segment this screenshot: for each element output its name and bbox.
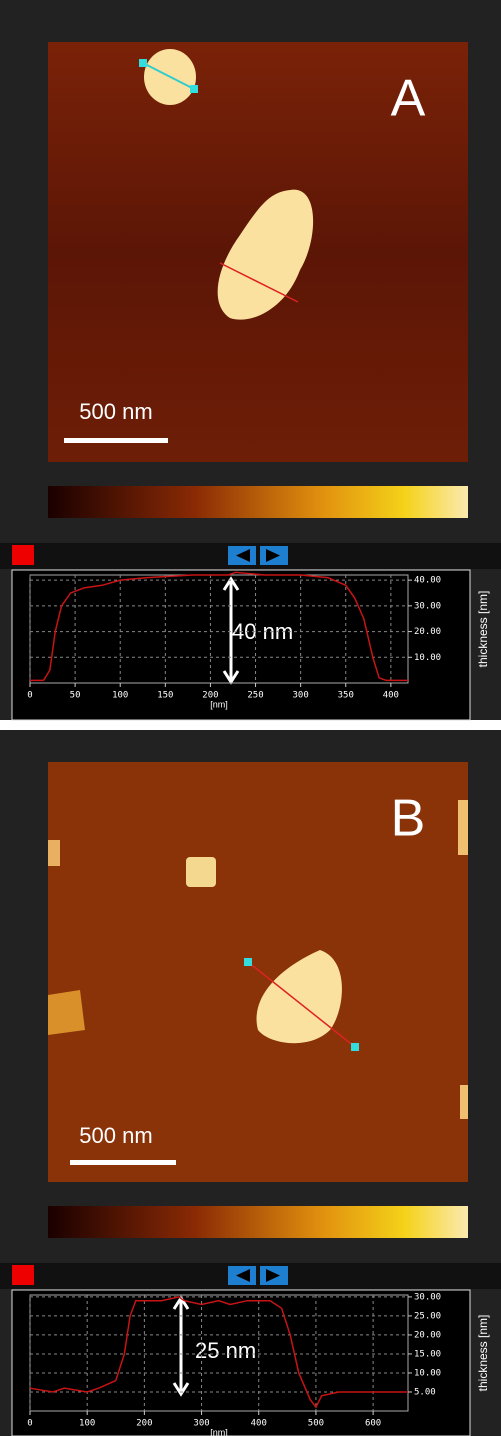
x-tick-label: 200: [136, 1419, 152, 1429]
y-axis-label: thickness [nm]: [476, 591, 490, 668]
y-tick-label: 15.00: [414, 1349, 441, 1359]
x-tick-label: 600: [365, 1419, 381, 1429]
scale-bar: [64, 438, 168, 443]
y-tick-label: 20.00: [414, 1330, 441, 1340]
y-tick-label: 5.00: [414, 1387, 436, 1397]
particle: [460, 1085, 468, 1119]
x-tick-label: 300: [193, 1419, 209, 1429]
figure: A 500 nm 40 nm B 500 nm 25 nm 0501001502…: [0, 0, 501, 1436]
y-tick-label: 40.00: [414, 576, 441, 586]
particle: [458, 800, 468, 855]
particle: [186, 857, 216, 887]
y-tick-label: 30.00: [414, 601, 441, 611]
x-tick-label: 0: [27, 691, 32, 701]
x-tick-label: 250: [247, 691, 263, 701]
marker: [351, 1043, 359, 1051]
marker: [244, 958, 252, 966]
y-tick-label: 20.00: [414, 627, 441, 637]
x-tick-label: 0: [27, 1419, 32, 1429]
y-tick-label: 10.00: [414, 653, 441, 663]
chart-box: [12, 570, 470, 720]
x-tick-label: 400: [251, 1419, 267, 1429]
panel-label: B: [391, 790, 426, 848]
x-tick-label: 400: [383, 691, 399, 701]
scale-bar-label: 500 nm: [79, 1123, 152, 1148]
x-tick-label: 150: [157, 691, 173, 701]
x-tick-label: 500: [308, 1419, 324, 1429]
chart-box: [12, 1290, 470, 1436]
scale-bar: [70, 1160, 176, 1165]
color-swatch[interactable]: [12, 1265, 34, 1285]
panel-label: A: [391, 70, 426, 128]
x-axis-label: [nm]: [210, 1427, 228, 1436]
scale-bar-label: 500 nm: [79, 399, 152, 424]
y-tick-label: 25.00: [414, 1311, 441, 1321]
particle: [48, 840, 60, 866]
particle: [48, 990, 85, 1035]
x-tick-label: 100: [112, 691, 128, 701]
x-tick-label: 50: [70, 691, 81, 701]
x-tick-label: 350: [338, 691, 354, 701]
x-tick-label: 100: [79, 1419, 95, 1429]
colorbar: [48, 486, 468, 518]
y-axis-label: thickness [nm]: [476, 1315, 490, 1392]
x-tick-label: 300: [293, 691, 309, 701]
color-swatch[interactable]: [12, 545, 34, 565]
marker: [190, 85, 198, 93]
y-tick-label: 10.00: [414, 1368, 441, 1378]
colorbar: [48, 1206, 468, 1238]
y-tick-label: 30.00: [414, 1292, 441, 1302]
annotation: 25 nm: [195, 1338, 256, 1363]
x-axis-label: [nm]: [210, 699, 228, 709]
marker: [139, 59, 147, 67]
